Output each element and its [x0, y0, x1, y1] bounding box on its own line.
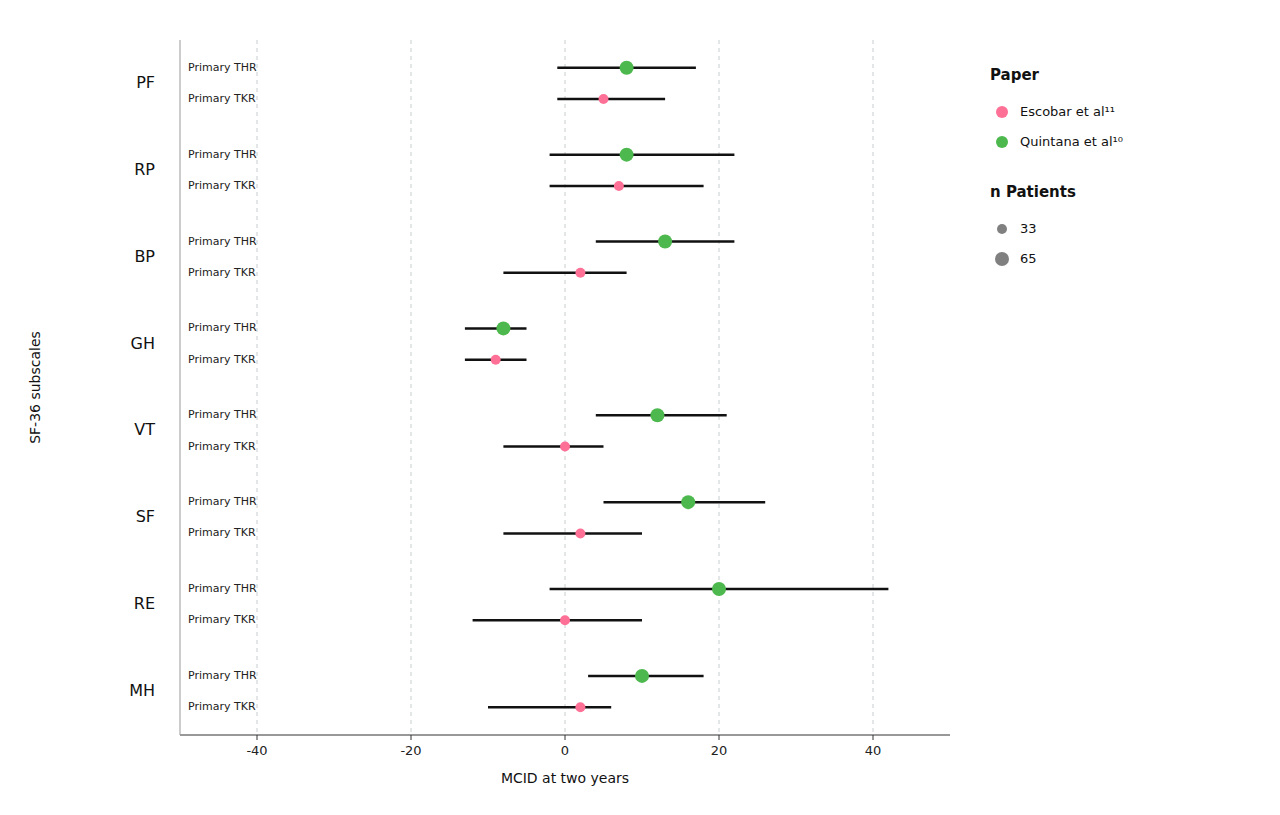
row-label: Primary TKR — [188, 353, 256, 366]
row-label: Primary TKR — [188, 440, 256, 453]
x-tick-label: 0 — [561, 743, 569, 758]
row-label: Primary TKR — [188, 92, 256, 105]
point — [575, 268, 585, 278]
category-label: MH — [129, 681, 155, 700]
legend-title: Paper — [990, 66, 1040, 84]
error-bar — [465, 327, 527, 330]
grid-line — [565, 40, 566, 735]
size-legend-marker — [997, 224, 1007, 234]
legend: Paper Escobar et al¹¹ Quintana et al¹⁰ n Pa… — [990, 66, 1123, 266]
size-legend-label: 65 — [1020, 251, 1037, 266]
x-axis-label: MCID at two years — [501, 770, 629, 786]
row-label: Primary TKR — [188, 613, 256, 626]
error-bar — [488, 706, 611, 709]
x-tick-label: -40 — [246, 743, 267, 758]
point — [650, 408, 664, 422]
legend-swatch — [996, 136, 1008, 148]
point — [560, 442, 570, 452]
row-label: Primary TKR — [188, 266, 256, 279]
marks — [465, 61, 889, 712]
x-tick — [411, 735, 412, 740]
row-label: Primary TKR — [188, 179, 256, 192]
row-label: Primary THR — [188, 148, 257, 161]
error-bar — [503, 445, 603, 448]
legend-entry: Quintana et al¹⁰ — [1020, 134, 1123, 149]
category-label: GH — [131, 334, 155, 353]
error-bar — [503, 272, 626, 275]
x-tick-label: -20 — [400, 743, 421, 758]
row-label: Primary TKR — [188, 526, 256, 539]
error-bar — [550, 153, 735, 156]
x-tick — [565, 735, 566, 740]
grid — [257, 40, 873, 735]
y-axis — [180, 40, 181, 735]
point — [658, 235, 672, 249]
point — [681, 495, 695, 509]
error-bar — [550, 185, 704, 188]
point — [614, 181, 624, 191]
x-tick — [257, 735, 258, 740]
x-tick-label: 40 — [865, 743, 882, 758]
point — [712, 582, 726, 596]
y-axis-label: SF-36 subscales — [27, 331, 43, 444]
point — [575, 702, 585, 712]
grid-line — [873, 40, 874, 735]
row-label: Primary THR — [188, 321, 257, 334]
grid-line — [257, 40, 258, 735]
row-label: Primary THR — [188, 495, 257, 508]
point — [635, 669, 649, 683]
legend-swatch — [996, 106, 1008, 118]
x-tick — [873, 735, 874, 740]
point — [620, 61, 634, 75]
x-tick-label: 20 — [711, 743, 728, 758]
size-legend-marker — [995, 252, 1009, 266]
row-label: Primary THR — [188, 235, 257, 248]
x-tick — [719, 735, 720, 740]
category-label: SF — [136, 507, 155, 526]
point — [620, 148, 634, 162]
row-label: Primary THR — [188, 408, 257, 421]
chart: -40 -20 0 20 40 MCID at two years SF-36 subsca… — [0, 0, 1280, 815]
row-label: Primary THR — [188, 61, 257, 74]
category-label: VT — [134, 420, 155, 439]
grid-line — [411, 40, 412, 735]
size-legend-label: 33 — [1020, 221, 1037, 236]
category-label: RP — [134, 160, 155, 179]
category-label: PF — [136, 73, 155, 92]
point — [560, 615, 570, 625]
error-bar — [473, 619, 642, 622]
grid-line — [719, 40, 720, 735]
category-label: BP — [134, 247, 155, 266]
point — [491, 355, 501, 365]
size-legend-title: n Patients — [990, 183, 1076, 201]
row-label: Primary TKR — [188, 700, 256, 713]
point — [599, 94, 609, 104]
row-label: Primary THR — [188, 582, 257, 595]
error-bar — [557, 98, 665, 101]
row-label: Primary THR — [188, 669, 257, 682]
category-label: RE — [134, 594, 155, 613]
point — [575, 528, 585, 538]
legend-entry: Escobar et al¹¹ — [1020, 104, 1115, 119]
error-bar — [503, 532, 642, 535]
point — [496, 321, 510, 335]
